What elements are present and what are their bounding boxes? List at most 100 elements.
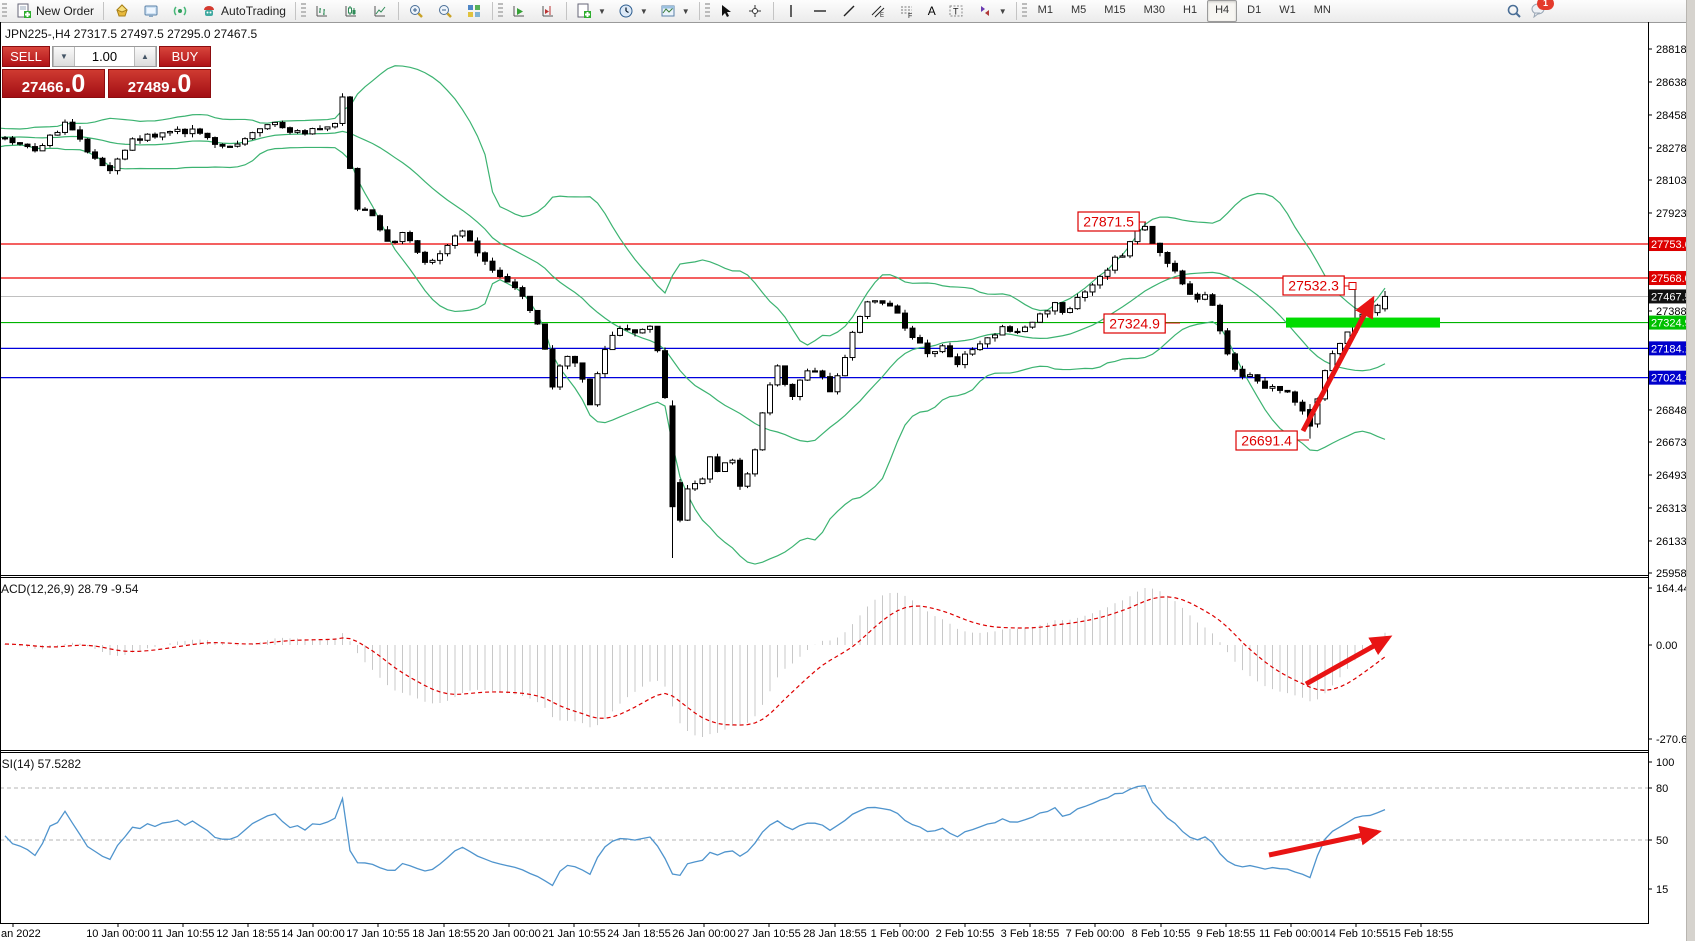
arrows-shapes-button[interactable]: ▼ [971,0,1013,22]
monitor-icon [142,3,159,20]
signal-waves-icon [171,3,188,20]
time-tick-label: 18 Jan 18:55 [412,928,476,940]
volume-input[interactable] [75,47,134,66]
candlestick-chart-button[interactable] [337,0,366,22]
sell-button[interactable]: SELL [2,46,50,67]
autotrading-label: AutoTrading [221,4,286,18]
auto-scroll-button[interactable] [505,0,534,22]
horizontal-line-button[interactable] [806,0,835,22]
autotrading-button[interactable]: AutoTrading [194,0,292,22]
timeframe-h4[interactable]: H4 [1207,0,1238,22]
timeframe-mn[interactable]: MN [1313,4,1331,16]
volume-increase-button[interactable]: ▲ [134,47,156,66]
text-button[interactable]: A [922,0,942,22]
gold-purse-icon [113,3,130,20]
new-order-button[interactable]: New Order [9,0,100,22]
new-chart-button[interactable]: ▼ [570,0,612,22]
macd-tick-label: -270.67 [1656,734,1693,746]
time-tick-label: 21 Jan 10:55 [542,928,606,940]
web-terminal-button[interactable] [136,0,165,22]
trend-arrows [1268,295,1393,858]
timeframe-d1[interactable]: D1 [1247,4,1262,16]
text-icon: A [927,4,936,18]
time-tick-label: an 2022 [1,928,41,940]
time-axis[interactable]: an 2022 10 Jan 00:00 11 Jan 10:55 12 Jan 18… [1,923,1453,941]
crosshair-button[interactable] [741,0,770,22]
periods-button[interactable]: ▼ [612,0,654,22]
tile-windows-button[interactable] [460,0,489,22]
time-tick-label: 7 Feb 00:00 [1066,928,1125,940]
price-badge: 27184.1 [1651,343,1691,355]
timeframe-m5[interactable]: M5 [1070,4,1087,16]
price-tick-label: 26673.0 [1656,437,1695,449]
svg-text:27324.9: 27324.9 [1109,316,1160,332]
funds-button[interactable] [107,0,136,22]
fibonacci-button[interactable]: F [893,0,922,22]
price-badge: 27467.5 [1651,291,1691,303]
clock-icon [618,3,635,20]
cursor-button[interactable] [712,0,741,22]
price-tick-label: 26848.0 [1656,405,1695,417]
zoom-out-button[interactable] [431,0,460,22]
time-tick-label: 26 Jan 00:00 [672,928,736,940]
rsi-tick-label: 50 [1656,835,1668,847]
line-chart-button[interactable] [366,0,395,22]
timeframe-m30[interactable]: M30 [1143,4,1166,16]
signals-button[interactable] [165,0,194,22]
time-tick-label: 17 Jan 10:55 [346,928,410,940]
price-badge: 27324.9 [1651,318,1691,330]
price-badge: 27753.6 [1651,239,1691,251]
time-tick-label: 11 Feb 00:00 [1259,928,1323,940]
timeframe-w1[interactable]: W1 [1279,4,1296,16]
time-tick-label: 10 Jan 00:00 [86,928,150,940]
macd-indicator [4,588,1386,737]
buy-price-button[interactable]: 27489 .0 [108,69,211,98]
zoom-out-icon [437,3,454,20]
time-tick-label: 14 Jan 00:00 [281,928,345,940]
notifications-button[interactable]: 1 [1530,0,1554,21]
chart-canvas: 28818.0 28638.0 28458.0 28278.0 28103.0 27923… [0,22,1695,941]
template-icon [660,3,677,20]
line-chart-icon [372,3,389,20]
toolbar: New Order AutoTrading ▼ ▼ ▼ [0,0,1695,23]
chart-shift-button[interactable] [534,0,563,22]
buy-button[interactable]: BUY [159,46,211,67]
time-tick-label: 24 Jan 18:55 [607,928,671,940]
timeframe-h1[interactable]: H1 [1183,4,1198,16]
volume-decrease-button[interactable]: ▼ [53,47,75,66]
chart-area[interactable]: 28818.0 28638.0 28458.0 28278.0 28103.0 27923… [0,22,1695,941]
macd-tick-label: 0.00 [1656,640,1677,652]
trendline-button[interactable] [835,0,864,22]
svg-text:27532.3: 27532.3 [1288,278,1339,294]
rsi-tick-label: 15 [1656,884,1668,896]
vertical-line-button[interactable] [777,0,806,22]
time-tick-label: 14 Feb 10:55 [1324,928,1389,940]
search-icon[interactable] [1505,3,1522,20]
timeframe-m15[interactable]: M15 [1104,4,1126,16]
time-tick-label: 11 Jan 10:55 [152,928,215,940]
templates-button[interactable]: ▼ [654,0,696,22]
text-label-button[interactable]: T [942,0,971,22]
crosshair-icon [747,3,764,20]
time-tick-label: 1 Feb 00:00 [871,928,930,940]
cursor-arrow-icon [718,3,735,20]
vertical-line-icon [783,3,800,20]
price-axis[interactable]: 28818.0 28638.0 28458.0 28278.0 28103.0 27923… [1648,44,1695,896]
price-tick-label: 28638.0 [1656,77,1695,89]
sell-price-button[interactable]: 27466 .0 [2,69,105,98]
price-tick-label: 27388.0 [1656,306,1695,318]
new-chart-icon [576,3,593,20]
rsi-tick-label: 100 [1656,757,1674,769]
fibonacci-icon: F [899,3,916,20]
price-tick-label: 28278.0 [1656,143,1695,155]
bar-chart-button[interactable] [308,0,337,22]
chevron-down-icon: ▼ [998,6,1007,16]
equidistant-channel-button[interactable]: E [864,0,893,22]
buy-price: 27489 [127,79,170,96]
toolbar-grip[interactable] [2,3,7,19]
notification-count-badge: 1 [1537,0,1554,10]
candlestick-series [2,93,1388,558]
timeframe-m1[interactable]: M1 [1037,4,1053,16]
zoom-in-button[interactable] [402,0,431,22]
